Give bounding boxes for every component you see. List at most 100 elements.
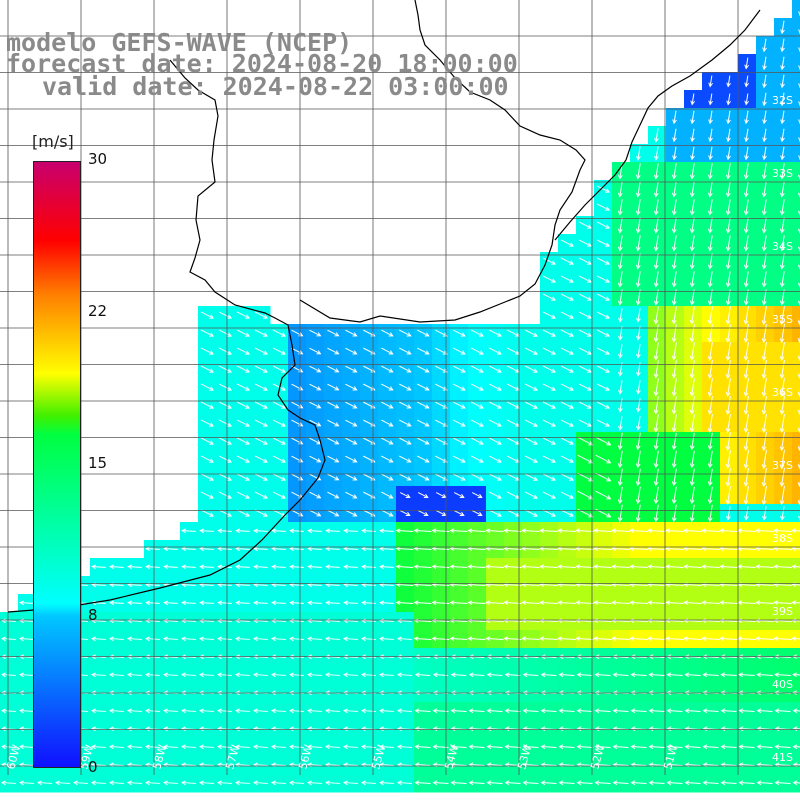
wind-arrow bbox=[380, 674, 394, 676]
wind-arrow-head bbox=[719, 564, 725, 570]
wind-arrow bbox=[542, 365, 556, 373]
wind-arrow bbox=[745, 128, 749, 142]
wind-arrow bbox=[416, 383, 430, 391]
wind-arrow-head bbox=[406, 404, 412, 409]
wind-arrow-head bbox=[414, 708, 420, 714]
wind-arrow-head bbox=[388, 422, 394, 427]
wind-arrow bbox=[666, 601, 684, 605]
wind-arrow-head bbox=[612, 726, 618, 732]
wind-arrow bbox=[637, 432, 641, 450]
wind-arrow bbox=[745, 449, 749, 469]
wind-arrow-head bbox=[707, 337, 713, 343]
wind-arrow-head bbox=[666, 708, 672, 714]
wind-arrow-head bbox=[635, 499, 641, 505]
wind-arrow bbox=[596, 311, 610, 319]
wind-arrow-head bbox=[281, 386, 286, 391]
wind-arrow-head bbox=[587, 242, 592, 247]
wind-arrow bbox=[781, 449, 785, 469]
wind-arrow bbox=[272, 746, 286, 748]
wind-arrow bbox=[399, 365, 411, 373]
wind-arrow-head bbox=[252, 726, 258, 732]
wind-arrow bbox=[619, 326, 623, 340]
wind-arrow bbox=[309, 455, 321, 463]
wind-arrow bbox=[272, 602, 286, 604]
wind-arrow bbox=[667, 746, 683, 748]
wind-arrow-head bbox=[725, 192, 731, 198]
wind-arrow bbox=[685, 746, 701, 748]
wind-arrow bbox=[218, 329, 232, 337]
wind-arrow-head bbox=[689, 517, 695, 523]
wind-arrow-head bbox=[181, 564, 187, 570]
wind-arrow bbox=[648, 601, 666, 605]
wind-arrow-head bbox=[252, 636, 258, 642]
wind-arrow bbox=[542, 329, 556, 337]
wind-arrow bbox=[596, 419, 610, 427]
wind-arrow-head bbox=[496, 494, 502, 499]
wind-arrow bbox=[763, 92, 767, 106]
wind-arrow bbox=[757, 710, 773, 712]
wind-arrow bbox=[673, 306, 677, 324]
wind-arrow-head bbox=[702, 690, 708, 696]
wind-arrow-head bbox=[594, 708, 600, 714]
wind-arrow-head bbox=[587, 296, 592, 301]
wind-arrow bbox=[684, 619, 702, 623]
wind-arrow-head bbox=[684, 780, 690, 786]
wind-arrow-head bbox=[198, 708, 204, 714]
wind-arrow-head bbox=[413, 564, 419, 570]
wind-arrow-head bbox=[575, 564, 581, 570]
wind-arrow-head bbox=[671, 319, 677, 325]
wind-arrow bbox=[727, 110, 731, 124]
wind-arrow bbox=[290, 746, 304, 748]
wind-arrow-head bbox=[725, 300, 731, 306]
wind-arrow-head bbox=[503, 600, 509, 606]
wind-arrow bbox=[200, 473, 214, 481]
wind-arrow bbox=[702, 565, 720, 569]
wind-arrow-head bbox=[743, 464, 749, 470]
wind-arrow bbox=[272, 437, 286, 445]
wind-arrow bbox=[691, 235, 695, 251]
wind-arrow bbox=[20, 620, 34, 622]
wind-arrow bbox=[308, 566, 322, 568]
wind-arrow-head bbox=[227, 386, 232, 391]
wind-arrow bbox=[522, 529, 540, 533]
wind-arrow bbox=[673, 235, 677, 251]
wind-arrow bbox=[468, 529, 486, 533]
wind-arrow-head bbox=[306, 726, 312, 732]
wind-arrow bbox=[218, 347, 232, 355]
wind-arrow bbox=[327, 455, 339, 463]
wind-arrow-head bbox=[459, 511, 465, 517]
wind-arrow-head bbox=[671, 445, 677, 451]
wind-arrow-head bbox=[617, 228, 623, 234]
wind-arrow-head bbox=[227, 512, 232, 517]
wind-arrow bbox=[381, 491, 393, 499]
wind-arrow bbox=[757, 674, 773, 676]
wind-arrow bbox=[745, 163, 749, 179]
wind-arrow bbox=[781, 181, 785, 197]
wind-arrow-head bbox=[352, 494, 358, 499]
wind-arrow-head bbox=[503, 636, 509, 642]
wind-arrow bbox=[399, 510, 411, 516]
wind-arrow bbox=[326, 602, 340, 604]
wind-arrow-head bbox=[162, 780, 168, 786]
wind-arrow-head bbox=[270, 780, 276, 786]
wind-arrow-head bbox=[774, 672, 779, 678]
wind-arrow bbox=[781, 110, 785, 124]
wind-arrow bbox=[560, 257, 574, 265]
wind-arrow bbox=[506, 347, 520, 355]
wind-arrow bbox=[344, 548, 358, 550]
wind-arrow bbox=[236, 530, 250, 532]
wind-arrow bbox=[745, 146, 749, 160]
wind-arrow-head bbox=[270, 708, 276, 714]
wind-arrow-head bbox=[612, 672, 618, 678]
wind-arrow bbox=[396, 601, 414, 605]
wind-arrow bbox=[254, 509, 268, 517]
wind-arrow-head bbox=[756, 690, 762, 696]
wind-cell bbox=[792, 576, 800, 595]
wind-arrow bbox=[308, 710, 322, 712]
wind-arrow-head bbox=[306, 618, 312, 624]
wind-arrow bbox=[362, 602, 376, 604]
wind-arrow bbox=[560, 383, 574, 391]
wind-arrow bbox=[362, 530, 376, 532]
wind-arrow-head bbox=[594, 672, 600, 678]
wind-arrow bbox=[630, 583, 648, 587]
